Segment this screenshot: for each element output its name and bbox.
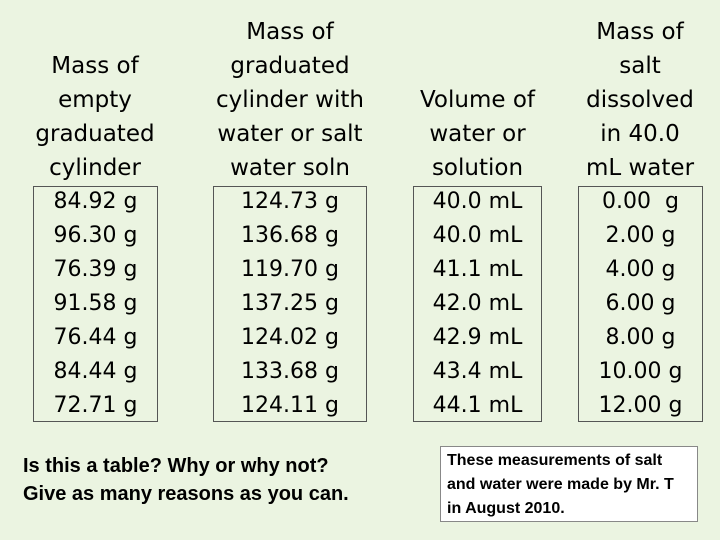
value: 2.00 g xyxy=(605,223,676,248)
value: 96.30 g xyxy=(53,223,138,248)
value: 137.25 g xyxy=(241,291,339,316)
header-line: water or xyxy=(429,121,526,147)
value: 6.00 g xyxy=(605,291,676,316)
header-line: graduated xyxy=(230,53,350,79)
value: 40.0 mL xyxy=(432,223,523,248)
value: 136.68 g xyxy=(241,223,339,248)
question-line: Is this a table? Why or why not? xyxy=(23,455,329,477)
column: Mass of salt dissolved in 40.0 mL water 0.00 … xyxy=(565,0,715,540)
header-line: Mass of xyxy=(246,19,334,45)
header-line: salt xyxy=(619,53,661,79)
value: 8.00 g xyxy=(605,325,676,350)
value: 133.68 g xyxy=(241,359,339,384)
value: 41.1 mL xyxy=(432,257,523,282)
value: 72.71 g xyxy=(53,393,138,418)
column-header: Volume of water or solution xyxy=(400,83,555,185)
note-box: These measurements of salt and water wer… xyxy=(440,446,698,522)
header-line: Mass of xyxy=(51,53,139,79)
value: 91.58 g xyxy=(53,291,138,316)
value: 10.00 g xyxy=(598,359,683,384)
value: 124.11 g xyxy=(241,393,339,418)
column-header: Mass of empty graduated cylinder xyxy=(20,49,170,185)
value: 124.02 g xyxy=(241,325,339,350)
value: 43.4 mL xyxy=(432,359,523,384)
header-line: cylinder with xyxy=(216,87,364,113)
question-line: Give as many reasons as you can. xyxy=(23,483,349,505)
header-line: empty xyxy=(58,87,132,113)
value: 124.73 g xyxy=(241,189,339,214)
value: 12.00 g xyxy=(598,393,683,418)
header-line: mL water xyxy=(585,155,695,181)
value: 119.70 g xyxy=(241,257,339,282)
value-box: 124.73 g 136.68 g 119.70 g 137.25 g 124.02 g… xyxy=(213,186,367,422)
value: 84.44 g xyxy=(53,359,138,384)
value: 40.0 mL xyxy=(432,189,523,214)
value: 0.00 g xyxy=(602,189,679,214)
header-line: in 40.0 xyxy=(600,121,680,147)
header-line: water soln xyxy=(230,155,350,181)
question: Is this a table? Why or why not? Give as… xyxy=(23,452,423,508)
column-header: Mass of salt dissolved in 40.0 mL water xyxy=(565,15,715,185)
header-line: Volume of xyxy=(419,87,536,113)
value: 42.9 mL xyxy=(432,325,523,350)
value: 84.92 g xyxy=(53,189,138,214)
header-line: solution xyxy=(431,155,524,181)
value: 76.39 g xyxy=(53,257,138,282)
value-box: 84.92 g 96.30 g 76.39 g 91.58 g 76.44 g 84.44… xyxy=(33,186,158,422)
value: 42.0 mL xyxy=(432,291,523,316)
value-box: 0.00 g 2.00 g 4.00 g 6.00 g 8.00 g 10.00 g 12.… xyxy=(578,186,703,422)
header-line: cylinder xyxy=(49,155,141,181)
value-box: 40.0 mL 40.0 mL 41.1 mL 42.0 mL 42.9 mL 43.4 … xyxy=(413,186,542,422)
value: 76.44 g xyxy=(53,325,138,350)
header-line: water or salt xyxy=(217,121,363,147)
header-line: graduated xyxy=(35,121,155,147)
value: 4.00 g xyxy=(605,257,676,282)
column-header: Mass of graduated cylinder with water or sa… xyxy=(200,15,380,185)
column: Mass of empty graduated cylinder 84.92 g 96.3… xyxy=(20,0,170,540)
column: Volume of water or solution 40.0 mL 40.0 mL 4… xyxy=(400,0,555,540)
value: 44.1 mL xyxy=(432,393,523,418)
column: Mass of graduated cylinder with water or sa… xyxy=(200,0,380,540)
header-line: dissolved xyxy=(586,87,694,113)
header-line: Mass of xyxy=(596,19,684,45)
